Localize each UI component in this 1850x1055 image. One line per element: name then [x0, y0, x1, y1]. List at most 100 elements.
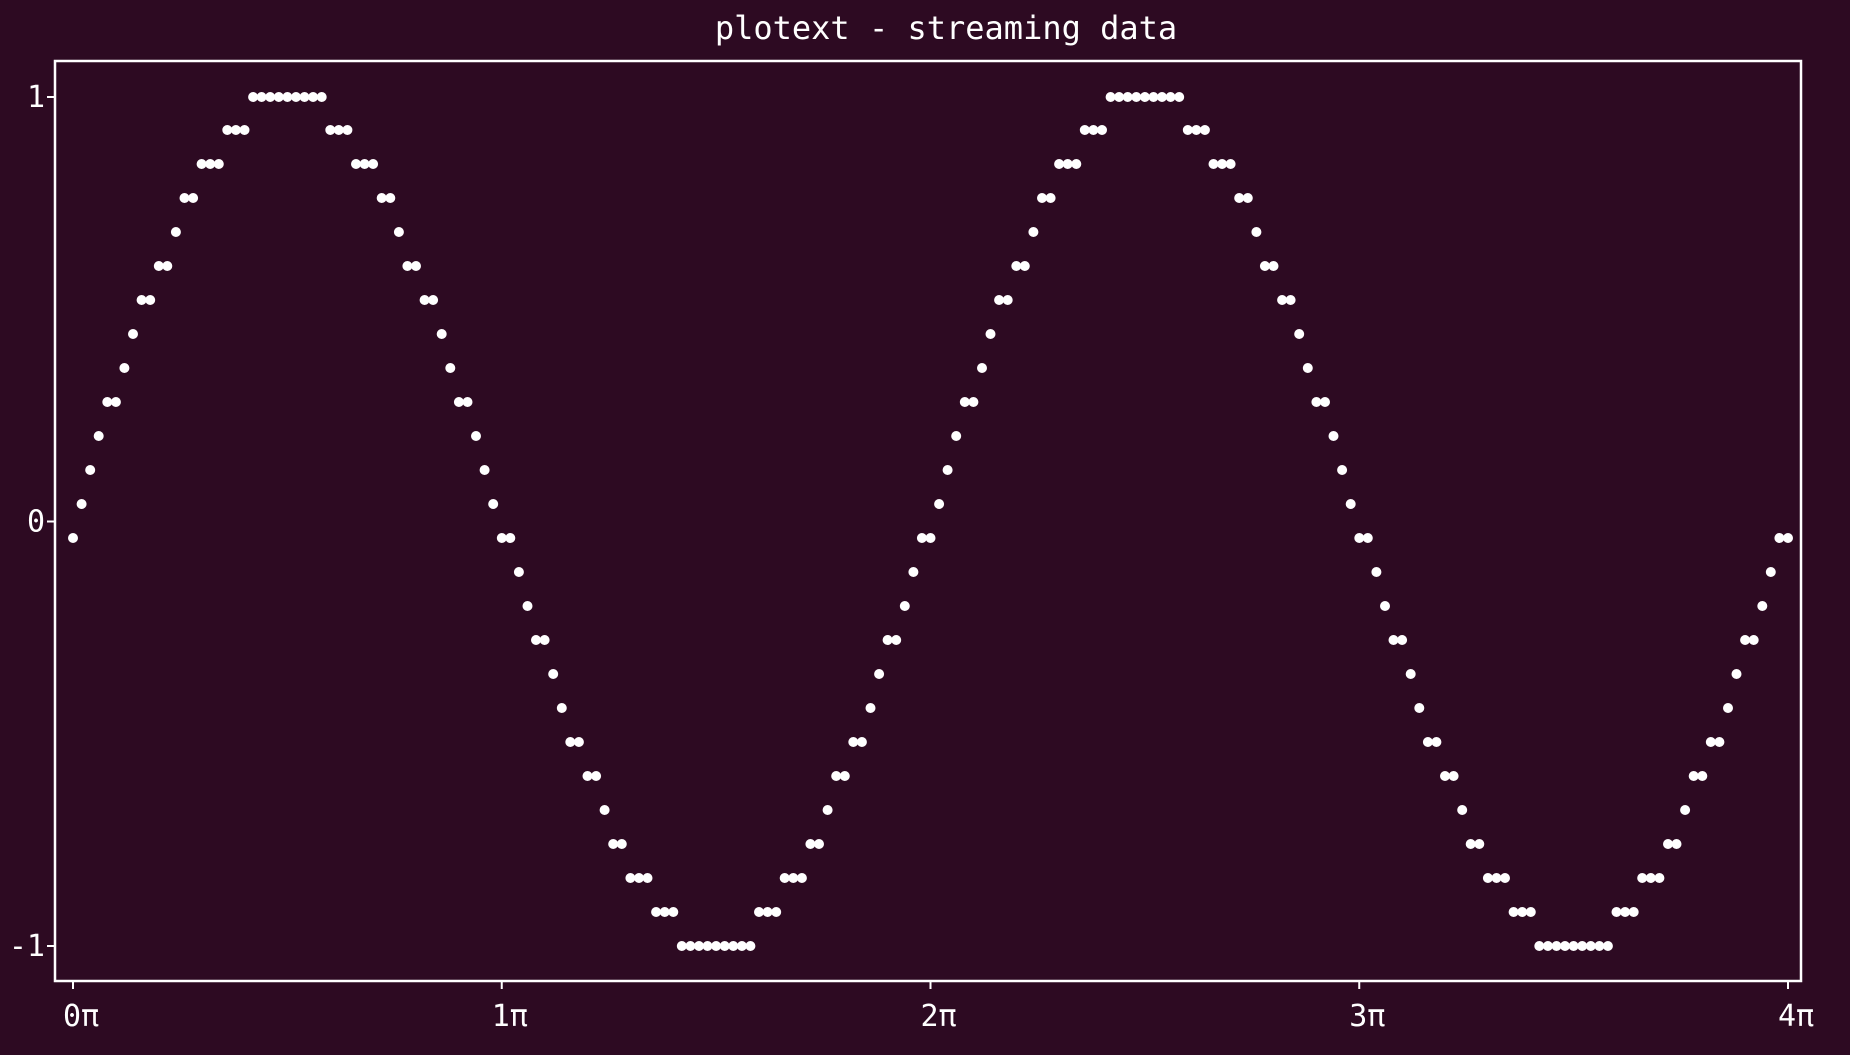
- data-point: [1422, 737, 1433, 747]
- data-point: [822, 805, 833, 815]
- data-point: [1705, 737, 1716, 747]
- data-point: [796, 873, 807, 883]
- data-point: [376, 193, 387, 203]
- data-point: [1594, 941, 1605, 951]
- x-tick-label: 4π: [1778, 999, 1814, 1034]
- data-point: [856, 737, 867, 747]
- data-point: [291, 92, 301, 102]
- data-point: [85, 465, 96, 475]
- data-point: [1148, 92, 1159, 102]
- data-point: [1371, 567, 1382, 577]
- data-point: [1105, 92, 1116, 102]
- x-tick-label: 2π: [921, 999, 957, 1034]
- data-point: [1345, 499, 1356, 509]
- data-point: [1208, 159, 1219, 169]
- data-point: [1002, 295, 1013, 305]
- data-point: [136, 295, 147, 305]
- data-point: [591, 771, 602, 781]
- data-point: [1199, 125, 1210, 135]
- data-point: [1139, 92, 1150, 102]
- data-point: [1217, 159, 1228, 169]
- data-point: [642, 873, 653, 883]
- data-point: [634, 873, 644, 883]
- data-point: [513, 567, 524, 577]
- data-point: [659, 907, 670, 917]
- data-point: [102, 397, 113, 407]
- y-tick-label: -1: [9, 929, 45, 964]
- data-point: [1251, 227, 1262, 237]
- data-point: [1294, 329, 1305, 339]
- data-point: [539, 635, 550, 645]
- data-point: [248, 92, 259, 102]
- data-point: [1680, 805, 1691, 815]
- data-point: [196, 159, 207, 169]
- data-point: [874, 669, 885, 679]
- data-point: [445, 363, 456, 373]
- data-point: [1654, 873, 1665, 883]
- data-point: [333, 125, 344, 135]
- data-point: [145, 295, 156, 305]
- data-point: [419, 295, 430, 305]
- data-point: [848, 737, 859, 747]
- data-point: [1191, 125, 1202, 135]
- data-point: [1551, 941, 1562, 951]
- data-point: [1062, 159, 1073, 169]
- data-point: [1037, 193, 1047, 203]
- data-point: [616, 839, 627, 849]
- data-point: [1560, 941, 1570, 951]
- data-point: [76, 499, 87, 509]
- data-point: [1508, 907, 1519, 917]
- data-point: [1714, 737, 1725, 747]
- data-point: [728, 941, 739, 951]
- data-point: [1723, 703, 1733, 713]
- y-tick-label: 0: [27, 505, 45, 540]
- data-point: [128, 329, 138, 339]
- data-point: [179, 193, 190, 203]
- data-point: [1440, 771, 1450, 781]
- data-point: [771, 907, 782, 917]
- data-point: [1765, 567, 1776, 577]
- data-point: [1585, 941, 1596, 951]
- data-point: [942, 465, 953, 475]
- data-point: [934, 499, 945, 509]
- data-point: [1611, 907, 1622, 917]
- data-point: [1071, 159, 1082, 169]
- data-point: [1311, 397, 1322, 407]
- data-point: [1465, 839, 1476, 849]
- data-point: [1534, 941, 1545, 951]
- data-point: [1174, 92, 1185, 102]
- data-points: [68, 92, 1793, 951]
- data-point: [359, 159, 370, 169]
- data-point: [899, 601, 910, 611]
- chart-title: plotext - streaming data: [715, 9, 1177, 47]
- data-point: [1482, 873, 1493, 883]
- data-point: [170, 227, 181, 237]
- data-point: [1122, 92, 1133, 102]
- data-point: [1054, 159, 1065, 169]
- data-point: [393, 227, 404, 237]
- data-point: [1277, 295, 1288, 305]
- data-point: [188, 193, 199, 203]
- data-point: [1088, 125, 1099, 135]
- data-point: [1628, 907, 1639, 917]
- data-point: [582, 771, 593, 781]
- data-point: [1500, 873, 1510, 883]
- data-point: [230, 125, 241, 135]
- data-point: [1397, 635, 1408, 645]
- data-point: [1011, 261, 1022, 271]
- data-point: [522, 601, 533, 611]
- data-point: [1354, 533, 1365, 543]
- data-point: [505, 533, 516, 543]
- data-point: [1457, 805, 1468, 815]
- data-point: [608, 839, 619, 849]
- data-point: [1165, 92, 1176, 102]
- data-point: [1731, 669, 1742, 679]
- data-point: [1337, 465, 1348, 475]
- data-point: [839, 771, 850, 781]
- data-point: [1405, 669, 1416, 679]
- data-point: [222, 125, 233, 135]
- data-point: [1268, 261, 1279, 271]
